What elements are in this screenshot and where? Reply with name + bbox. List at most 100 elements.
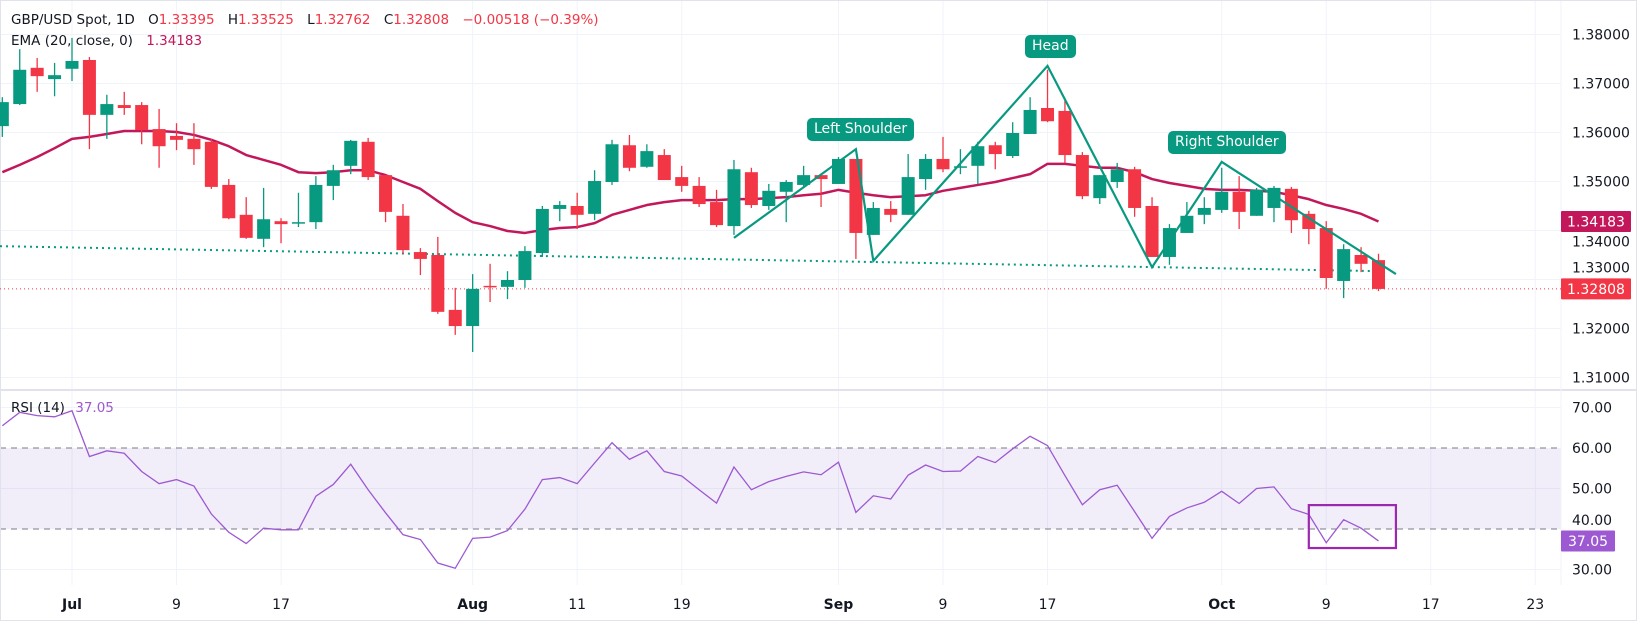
price-tick-label: 1.36000 <box>1572 126 1630 142</box>
candle-down[interactable] <box>936 158 950 170</box>
candle-up[interactable] <box>1197 207 1211 215</box>
time-tick-label: Sep <box>824 597 854 613</box>
candle-down[interactable] <box>1372 260 1385 289</box>
candle-up[interactable] <box>901 177 915 215</box>
candle-up[interactable] <box>501 279 514 287</box>
candle-down[interactable] <box>884 208 898 215</box>
candle-down[interactable] <box>1232 191 1246 212</box>
time-tick-label: 11 <box>568 597 586 613</box>
candle-down[interactable] <box>1128 169 1142 208</box>
candle-up[interactable] <box>553 205 567 209</box>
candle-down[interactable] <box>1319 228 1333 279</box>
candle-down[interactable] <box>379 175 393 212</box>
candle-down[interactable] <box>117 105 131 108</box>
candle-down[interactable] <box>657 155 671 181</box>
candle-up[interactable] <box>588 181 602 214</box>
candle-up[interactable] <box>309 184 323 223</box>
candle-down[interactable] <box>431 255 445 312</box>
candle-down[interactable] <box>361 141 375 178</box>
candle-down[interactable] <box>988 145 1002 155</box>
candle-up[interactable] <box>953 166 967 168</box>
time-tick-label: Aug <box>457 597 488 613</box>
candle-down[interactable] <box>396 215 410 251</box>
candle-up[interactable] <box>257 219 271 239</box>
candle-down[interactable] <box>675 177 689 186</box>
candle-down[interactable] <box>692 185 706 205</box>
rsi-legend: RSI (14) 37.05 <box>11 400 114 416</box>
candle-down[interactable] <box>135 105 149 131</box>
candle-down[interactable] <box>239 214 253 238</box>
candle-down[interactable] <box>814 175 828 180</box>
candle-down[interactable] <box>204 141 218 187</box>
candle-up[interactable] <box>1337 249 1351 281</box>
candle-up[interactable] <box>1110 169 1124 182</box>
rsi-highlight-box[interactable] <box>1307 504 1398 550</box>
last-price-badge: 1.32808 <box>1567 282 1625 298</box>
candle-down[interactable] <box>30 67 44 77</box>
candle-up[interactable] <box>535 208 549 254</box>
candle-up[interactable] <box>605 144 619 182</box>
candle-up[interactable] <box>0 102 9 127</box>
candle-up[interactable] <box>466 288 480 327</box>
time-tick-label: 17 <box>1039 597 1057 613</box>
candle-up[interactable] <box>797 175 811 185</box>
candle-up[interactable] <box>866 207 880 235</box>
candle-down[interactable] <box>187 138 201 150</box>
candle-down[interactable] <box>152 129 166 147</box>
candle-down[interactable] <box>1075 155 1089 197</box>
candle-up[interactable] <box>518 251 532 280</box>
candle-down[interactable] <box>1145 206 1159 257</box>
ema-line[interactable] <box>1 129 1380 235</box>
candle-up[interactable] <box>291 222 305 224</box>
time-tick-label: 19 <box>673 597 691 613</box>
candle-up[interactable] <box>1250 189 1264 216</box>
ema-label: EMA (20, close, 0) <box>11 33 133 49</box>
rsi-line[interactable] <box>1 409 1379 570</box>
candle-down[interactable] <box>1302 213 1316 230</box>
candle-down[interactable] <box>849 158 863 233</box>
candle-up[interactable] <box>344 140 358 166</box>
candle-up[interactable] <box>1180 215 1194 233</box>
head-and-shoulders-pattern[interactable] <box>733 63 1397 276</box>
symbol-legend: GBP/USD Spot, 1D O1.33395 H1.33525 L1.32… <box>11 12 599 28</box>
candle-up[interactable] <box>971 146 985 166</box>
candle-up[interactable] <box>65 60 79 69</box>
candle-up[interactable] <box>1215 191 1229 210</box>
candle-up[interactable] <box>762 190 776 206</box>
candle-down[interactable] <box>483 285 497 288</box>
candle-up[interactable] <box>1006 132 1020 157</box>
candle-down[interactable] <box>274 221 288 225</box>
candle-down[interactable] <box>570 206 584 215</box>
candle-up[interactable] <box>919 158 933 180</box>
rsi-tick-label: 60.00 <box>1572 441 1612 457</box>
candle-up[interactable] <box>1023 109 1037 134</box>
candle-down[interactable] <box>1354 255 1368 264</box>
candle-down[interactable] <box>622 145 636 168</box>
neckline[interactable] <box>0 245 1379 273</box>
candle-up[interactable] <box>13 69 27 105</box>
candle-up[interactable] <box>1093 175 1107 199</box>
candle-up[interactable] <box>326 170 340 186</box>
candle-down[interactable] <box>710 202 724 226</box>
candle-up[interactable] <box>48 75 62 80</box>
rsi-value-badge: 37.05 <box>1568 534 1608 550</box>
ema-price-badge-bg <box>1561 211 1631 233</box>
price-tick-label: 1.34000 <box>1572 235 1630 251</box>
candle-down[interactable] <box>1041 108 1055 122</box>
candle-down[interactable] <box>82 59 96 115</box>
candle-down[interactable] <box>170 135 184 140</box>
candle-down[interactable] <box>448 309 462 327</box>
time-tick-label: 23 <box>1526 597 1544 613</box>
candle-up[interactable] <box>779 181 793 192</box>
candle-down[interactable] <box>1284 188 1298 221</box>
candle-up[interactable] <box>727 169 741 227</box>
candle-down[interactable] <box>222 184 236 219</box>
candle-up[interactable] <box>640 151 654 167</box>
candle-down[interactable] <box>1058 110 1072 156</box>
candle-up[interactable] <box>100 104 114 115</box>
candle-down[interactable] <box>413 252 427 259</box>
candle-down[interactable] <box>744 172 758 206</box>
